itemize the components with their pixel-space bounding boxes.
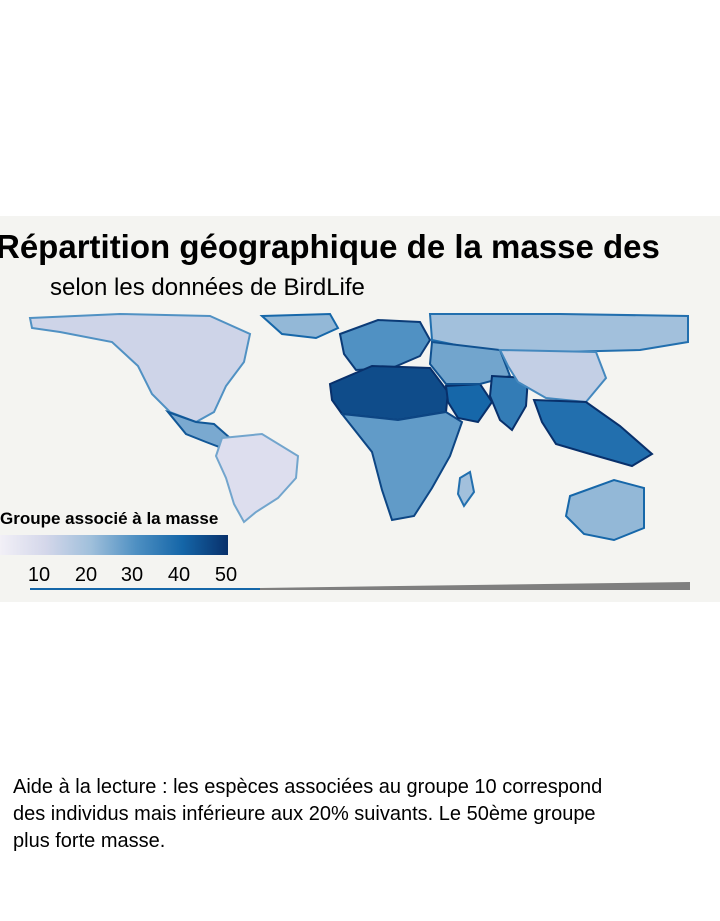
legend-tick-30: 30 xyxy=(120,564,144,586)
reading-aid-caption: Aide à la lecture : les espèces associée… xyxy=(13,774,720,855)
map-region-4 xyxy=(338,318,432,372)
map-region-2 xyxy=(214,432,300,524)
legend-tick-20: 20 xyxy=(74,564,98,586)
map-region-14 xyxy=(456,470,476,508)
chart-panel: Répartition géographique de la masse des… xyxy=(0,216,720,602)
map-region-0 xyxy=(28,312,252,424)
map-region-13 xyxy=(564,478,645,542)
caption-line-3: plus forte masse. xyxy=(13,830,166,852)
map-region-antarctica xyxy=(260,582,690,590)
map-region-6 xyxy=(339,410,464,522)
map-region-3 xyxy=(259,312,340,340)
map-region-5 xyxy=(328,364,450,422)
chart-subtitle: selon les données de BirdLife xyxy=(50,274,365,301)
caption-line-1: Aide à la lecture : les espèces associée… xyxy=(13,776,603,798)
chart-title: Répartition géographique de la masse des xyxy=(0,228,660,265)
world-map xyxy=(28,312,690,590)
legend-title: Groupe associé à la masse xyxy=(0,509,219,528)
caption-line-2: des individus mais inférieure aux 20% su… xyxy=(13,803,596,825)
legend-tick-40: 40 xyxy=(167,564,191,586)
legend-tick-10: 10 xyxy=(27,564,51,586)
legend-color-bar xyxy=(0,535,228,555)
map-region-12 xyxy=(532,398,654,468)
legend-tick-50: 50 xyxy=(214,564,238,586)
map-region-antarctica-edge xyxy=(30,588,260,590)
map-region-11 xyxy=(498,348,608,404)
